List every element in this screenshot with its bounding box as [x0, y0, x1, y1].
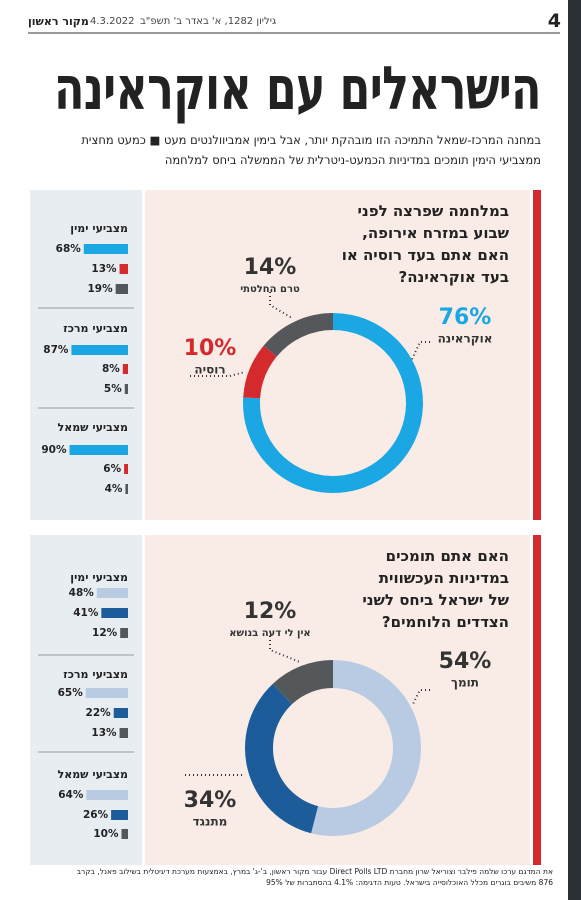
group-bar	[124, 464, 128, 474]
segment-value-label: 10%	[184, 336, 237, 361]
question-line: במדיניות העכשווית	[378, 569, 509, 587]
group-value-label: 64%	[58, 789, 84, 801]
donut-segment	[243, 345, 277, 399]
segment-category-label: אין לי דעה בנושא	[229, 628, 310, 639]
group-bar	[120, 628, 128, 638]
donut-segment	[272, 660, 333, 705]
accent-bar	[533, 190, 541, 520]
date: 4.3.2022	[90, 16, 135, 27]
group-name: מצביעי מרכז	[63, 322, 128, 335]
segment-value-label: 76%	[439, 305, 492, 330]
segment-category-label: אוקראינה	[438, 332, 493, 346]
group-bar	[125, 484, 128, 494]
group-bar	[71, 345, 128, 355]
group-bar	[121, 829, 128, 839]
question-line: שבוע במזרח אירופה,	[362, 224, 509, 242]
group-value-label: 12%	[92, 627, 118, 639]
group-bar	[86, 790, 128, 800]
group-name: מצביעי ימין	[70, 222, 128, 235]
group-bar	[85, 688, 128, 698]
group-value-label: 10%	[93, 828, 119, 840]
group-bar	[96, 588, 128, 598]
group-bar	[113, 708, 128, 718]
segment-category-label: טרם החלטתי	[240, 284, 300, 295]
group-bar	[119, 728, 128, 738]
leaders	[185, 292, 430, 776]
group-name: מצביעי מרכז	[63, 668, 128, 681]
question-line: בעד אוקראינה?	[398, 268, 509, 286]
group-value-label: 19%	[88, 283, 114, 295]
group-bar	[115, 284, 128, 294]
group-value-label: 13%	[91, 263, 117, 275]
segment-category-label: תומך	[451, 676, 479, 690]
donut-segment	[263, 313, 333, 357]
group-name: מצביעי ימין	[70, 571, 128, 584]
group-value-label: 48%	[69, 587, 95, 599]
group-value-label: 6%	[103, 463, 121, 475]
question-line: של ישראל ביחס לשני	[362, 591, 509, 609]
question-line: האם אתם תומכים	[385, 547, 509, 565]
group-value-label: 22%	[86, 707, 112, 719]
masthead: מקור ראשון	[28, 15, 89, 28]
group-bar	[122, 364, 128, 374]
group-value-label: 87%	[43, 344, 69, 356]
group-value-label: 41%	[73, 607, 99, 619]
issue: גיליון 1282, א' באדר ב' תשפ"ב	[140, 16, 277, 27]
group-value-label: 4%	[105, 483, 123, 495]
group-value-label: 65%	[58, 687, 84, 699]
segment-category-label: מתנגד	[193, 815, 228, 829]
group-value-label: 5%	[104, 383, 122, 395]
segment-category-label: רוסיה	[194, 363, 225, 377]
group-bar	[101, 608, 128, 618]
group-value-label: 8%	[102, 363, 120, 375]
group-value-label: 90%	[41, 444, 67, 456]
page-edge	[568, 0, 581, 900]
group-bar	[111, 810, 128, 820]
subtitle-line: במחנה המרכז-שמאל התמיכה הזו מובהקת יותר,…	[81, 133, 541, 147]
subtitle-line: ממצביעי הימין תומכים במדיניות הכמעט-ניטר…	[164, 153, 541, 167]
question-line: האם אתם בעד רוסיה או	[341, 246, 509, 264]
group-bar	[124, 384, 128, 394]
donut-segment	[311, 660, 422, 836]
main-panel	[145, 190, 530, 520]
leader	[269, 292, 293, 319]
accent-bar	[533, 535, 541, 865]
group-value-label: 26%	[83, 809, 109, 821]
group-value-label: 13%	[91, 727, 117, 739]
group-name: מצביעי שמאל	[58, 421, 128, 434]
leader	[190, 371, 246, 377]
question-line: הצדדים הלוחמים?	[381, 613, 509, 631]
segment-value-label: 14%	[244, 255, 297, 280]
segment-value-label: 54%	[439, 649, 492, 674]
leader	[269, 636, 301, 663]
group-value-label: 68%	[56, 243, 82, 255]
group-bar	[69, 445, 128, 455]
question-line: במלחמה שפרצה לפני	[357, 202, 509, 220]
donut-segment	[245, 683, 319, 834]
page-number: 4	[547, 10, 561, 32]
segment-value-label: 34%	[184, 788, 237, 813]
footer-line: 876 משיבים בוגרים מכלל האוכלוסייה בישראל…	[266, 878, 553, 887]
footer-line: את המדגם ערכו שלמה פילבר וצוריאל שרון מח…	[76, 867, 553, 876]
group-bar	[119, 264, 128, 274]
group-name: מצביעי שמאל	[58, 768, 128, 781]
segment-value-label: 12%	[244, 599, 297, 624]
group-bar	[83, 244, 128, 254]
title: הישראלים עם אוקראינה	[54, 54, 542, 124]
